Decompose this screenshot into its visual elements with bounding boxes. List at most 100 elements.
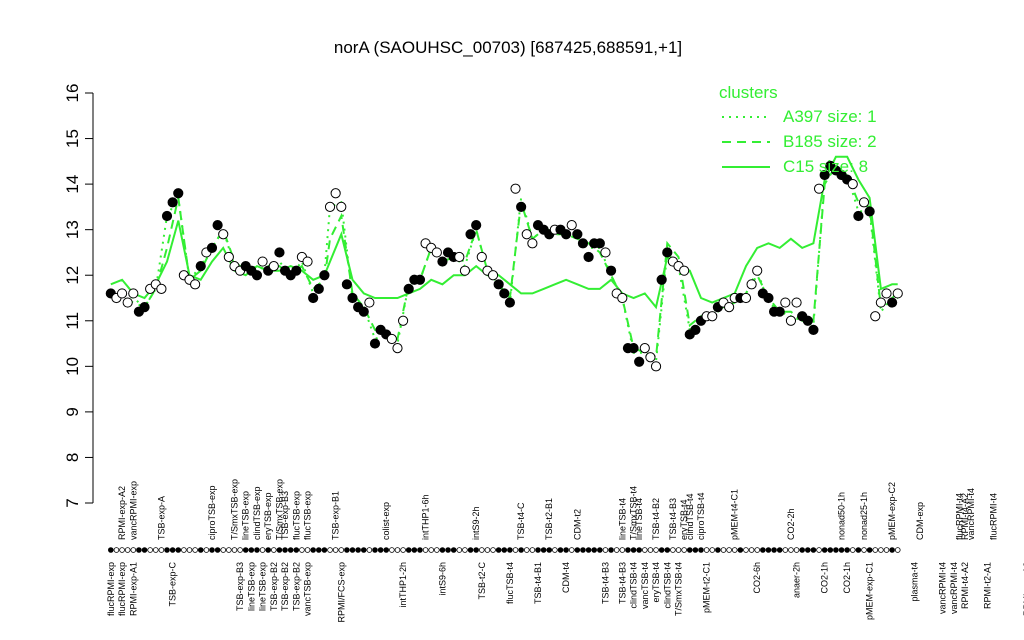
strip-marker: [507, 547, 513, 553]
sample-label: clindTSB-t4: [629, 562, 639, 609]
data-point: [634, 356, 645, 367]
data-point: [302, 256, 313, 267]
data-point: [892, 288, 903, 299]
strip-marker: [658, 547, 665, 553]
strip-marker: [282, 547, 288, 553]
data-point: [819, 169, 830, 181]
strip-marker: [130, 547, 137, 553]
strip-marker: [428, 547, 435, 553]
data-point: [572, 229, 583, 240]
strip-marker: [776, 547, 783, 553]
strip-marker: [478, 547, 485, 553]
data-point: [802, 315, 813, 326]
strip-marker: [653, 547, 659, 553]
strip-marker: [568, 547, 575, 553]
data-point: [752, 265, 763, 276]
data-point: [774, 306, 785, 317]
data-point: [600, 247, 611, 258]
strip-marker: [417, 547, 423, 553]
strip-marker: [394, 547, 401, 553]
data-point: [707, 311, 718, 322]
strip-marker: [535, 547, 541, 553]
strip-marker: [197, 547, 204, 553]
sample-label: TSB-t2-C: [477, 562, 487, 600]
sample-label: T/SmxTSB-t4: [674, 562, 684, 616]
data-point: [122, 297, 133, 308]
strip-marker: [338, 547, 345, 553]
strip-marker: [529, 547, 536, 553]
data-point: [336, 201, 347, 212]
lower-sample-labels: flucRPMI-exp flucRPMI-exp RPMI-exp-A1 TSB-e…: [106, 562, 1024, 623]
strip-marker: [209, 547, 215, 553]
strip-marker: [872, 547, 879, 553]
sample-label: TSB-exp-C: [168, 562, 178, 607]
data-point: [341, 279, 352, 290]
sample-label: intS9-6h: [437, 562, 447, 596]
sample-label: TSB-exp-B3: [235, 562, 245, 611]
y-tick-label: 9: [63, 407, 82, 416]
data-point: [257, 256, 268, 267]
strip-marker: [585, 547, 592, 553]
sample-label: RPMI-exp-A2: [117, 486, 127, 540]
sample-label: TSB-exp-B2: [291, 562, 301, 611]
data-point: [785, 315, 797, 326]
sample-label: flucRPMI-exp: [106, 562, 116, 616]
strip-marker: [467, 547, 474, 553]
legend-title: clusters: [719, 83, 778, 102]
sample-label: T/SmxTSB-exp: [229, 479, 239, 540]
strip-marker: [254, 547, 260, 553]
sample-label: flucRPMI-exp: [117, 562, 127, 616]
strip-marker: [580, 547, 586, 553]
strip-marker: [214, 547, 221, 553]
sample-label: lineTSB-t4: [634, 498, 644, 540]
strip-marker: [119, 547, 125, 553]
strip-marker: [647, 547, 654, 553]
data-point: [156, 283, 167, 294]
strip-marker: [271, 547, 277, 553]
strip-marker: [636, 547, 642, 553]
strip-marker: [788, 547, 794, 553]
strip-marker: [344, 547, 350, 553]
data-point: [887, 297, 898, 308]
sample-label: TSB-t4-B3: [668, 498, 678, 540]
strip-marker: [181, 547, 187, 553]
data-point: [268, 261, 279, 272]
strip-marker: [186, 547, 193, 553]
sample-label: RPMI/FCS-exp: [336, 562, 346, 623]
points-layer: [105, 160, 903, 372]
strip-marker: [462, 547, 468, 553]
data-point: [190, 279, 201, 290]
sample-label: vancRPMI-exp: [128, 481, 138, 540]
strip-marker: [720, 547, 727, 553]
strip-marker: [782, 547, 789, 553]
strip-marker: [670, 547, 676, 553]
strip-marker: [821, 547, 828, 553]
sample-label: flucTSB-exp: [291, 491, 301, 540]
data-point: [605, 265, 617, 276]
data-point: [308, 292, 319, 304]
cluster-line-dotted: [110, 169, 898, 364]
sample-label: pMEM-t2-C1: [702, 562, 712, 613]
strip-marker: [675, 547, 682, 553]
data-point: [527, 238, 538, 249]
strip-marker: [731, 547, 738, 553]
strip-marker: [827, 547, 834, 553]
sample-label: flucTSB-t4: [505, 562, 515, 604]
sample-label: pMEM-exp-C2: [887, 482, 897, 540]
data-point: [746, 279, 757, 290]
strip-marker: [136, 547, 142, 553]
data-point: [577, 238, 589, 249]
sample-label: TSB-t2-B1: [544, 498, 554, 540]
data-point: [813, 183, 825, 194]
data-point: [853, 210, 864, 222]
strip-marker: [512, 547, 519, 553]
data-point: [128, 288, 139, 299]
data-point: [780, 297, 791, 308]
strip-marker: [518, 547, 524, 553]
data-point: [465, 229, 476, 240]
data-point: [386, 333, 397, 345]
strip-marker: [630, 547, 637, 553]
data-point: [493, 279, 504, 290]
cluster-line-solid: [110, 155, 898, 310]
strip-marker: [681, 547, 687, 553]
